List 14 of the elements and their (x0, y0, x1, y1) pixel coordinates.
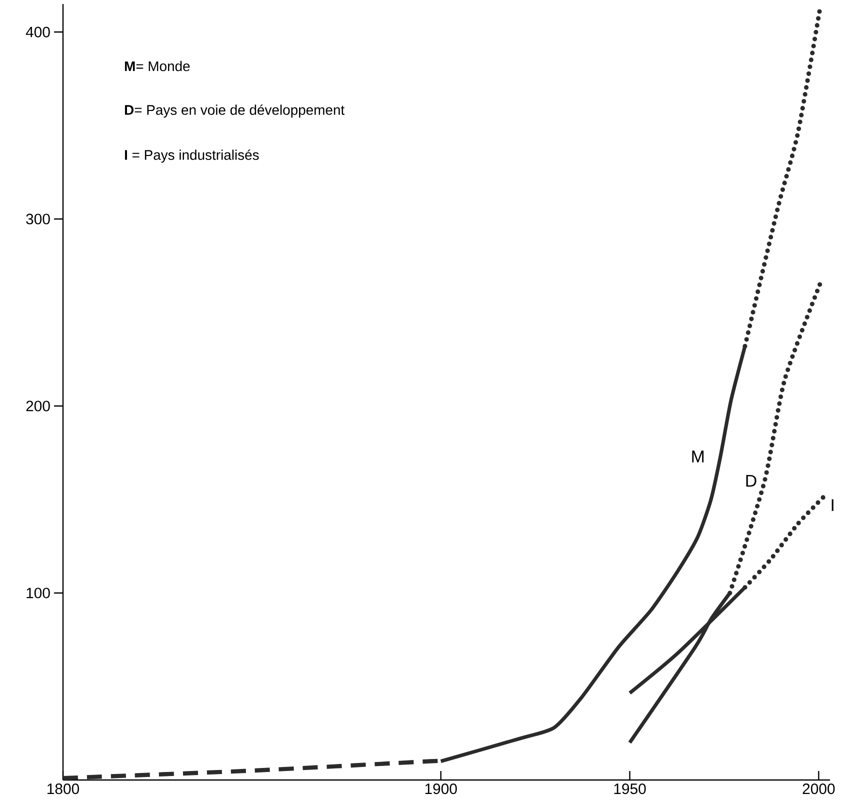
x-tick-label: 1950 (614, 784, 646, 794)
annotation: D= Pays en voie de développement (124, 104, 345, 118)
series-label: D (746, 474, 756, 487)
annotation: I = Pays industrialisés (124, 149, 259, 163)
y-tick-label: 300 (26, 214, 50, 224)
y-tick-label: 400 (26, 26, 50, 38)
annotation: M= Monde (124, 60, 190, 72)
y-tick-label: 100 (26, 588, 50, 598)
y-tick-label: 200 (26, 400, 50, 412)
x-tick-label: 1900 (425, 784, 457, 794)
x-tick-label: 2000 (802, 784, 835, 794)
series-label: M (692, 450, 704, 462)
x-tick-label: 1800 (48, 784, 80, 794)
series-label: I (832, 499, 834, 511)
